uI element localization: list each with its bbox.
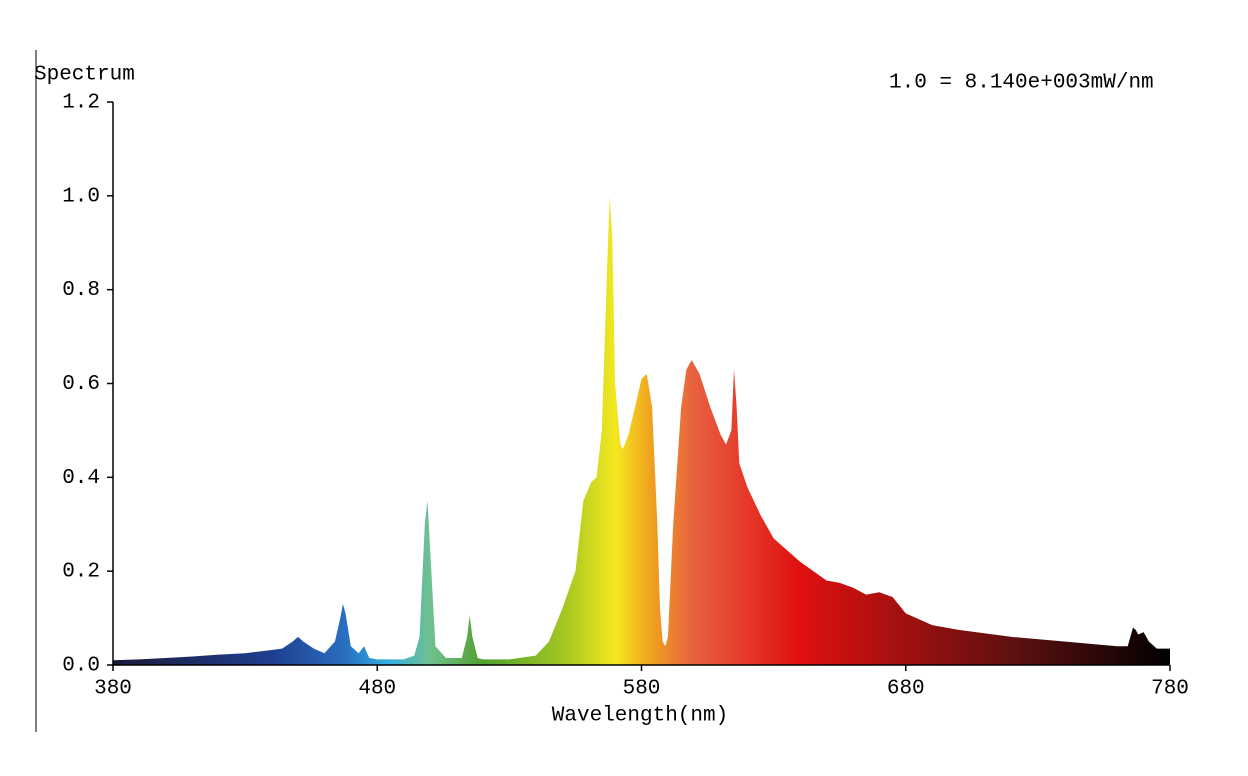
annotation: 1.0 = 8.140e+003mW/nm: [889, 72, 1154, 95]
y-axis-label: Spectrum: [34, 64, 135, 87]
x-tick-label: 480: [358, 678, 396, 701]
y-tick-label: 0.6: [62, 373, 100, 396]
y-tick-label: 1.2: [62, 92, 100, 115]
y-tick-label: 1.0: [62, 185, 100, 208]
x-tick-label: 780: [1151, 678, 1189, 701]
x-tick-label: 680: [887, 678, 925, 701]
y-tick-label: 0.8: [62, 279, 100, 302]
spectrum-area: [113, 195, 1170, 666]
x-tick-label: 380: [94, 678, 132, 701]
y-tick-label: 0.0: [62, 655, 100, 678]
y-tick-label: 0.4: [62, 467, 100, 490]
x-axis-label: Wavelength(nm): [552, 705, 728, 728]
y-tick-label: 0.2: [62, 561, 100, 584]
x-tick-label: 580: [623, 678, 661, 701]
